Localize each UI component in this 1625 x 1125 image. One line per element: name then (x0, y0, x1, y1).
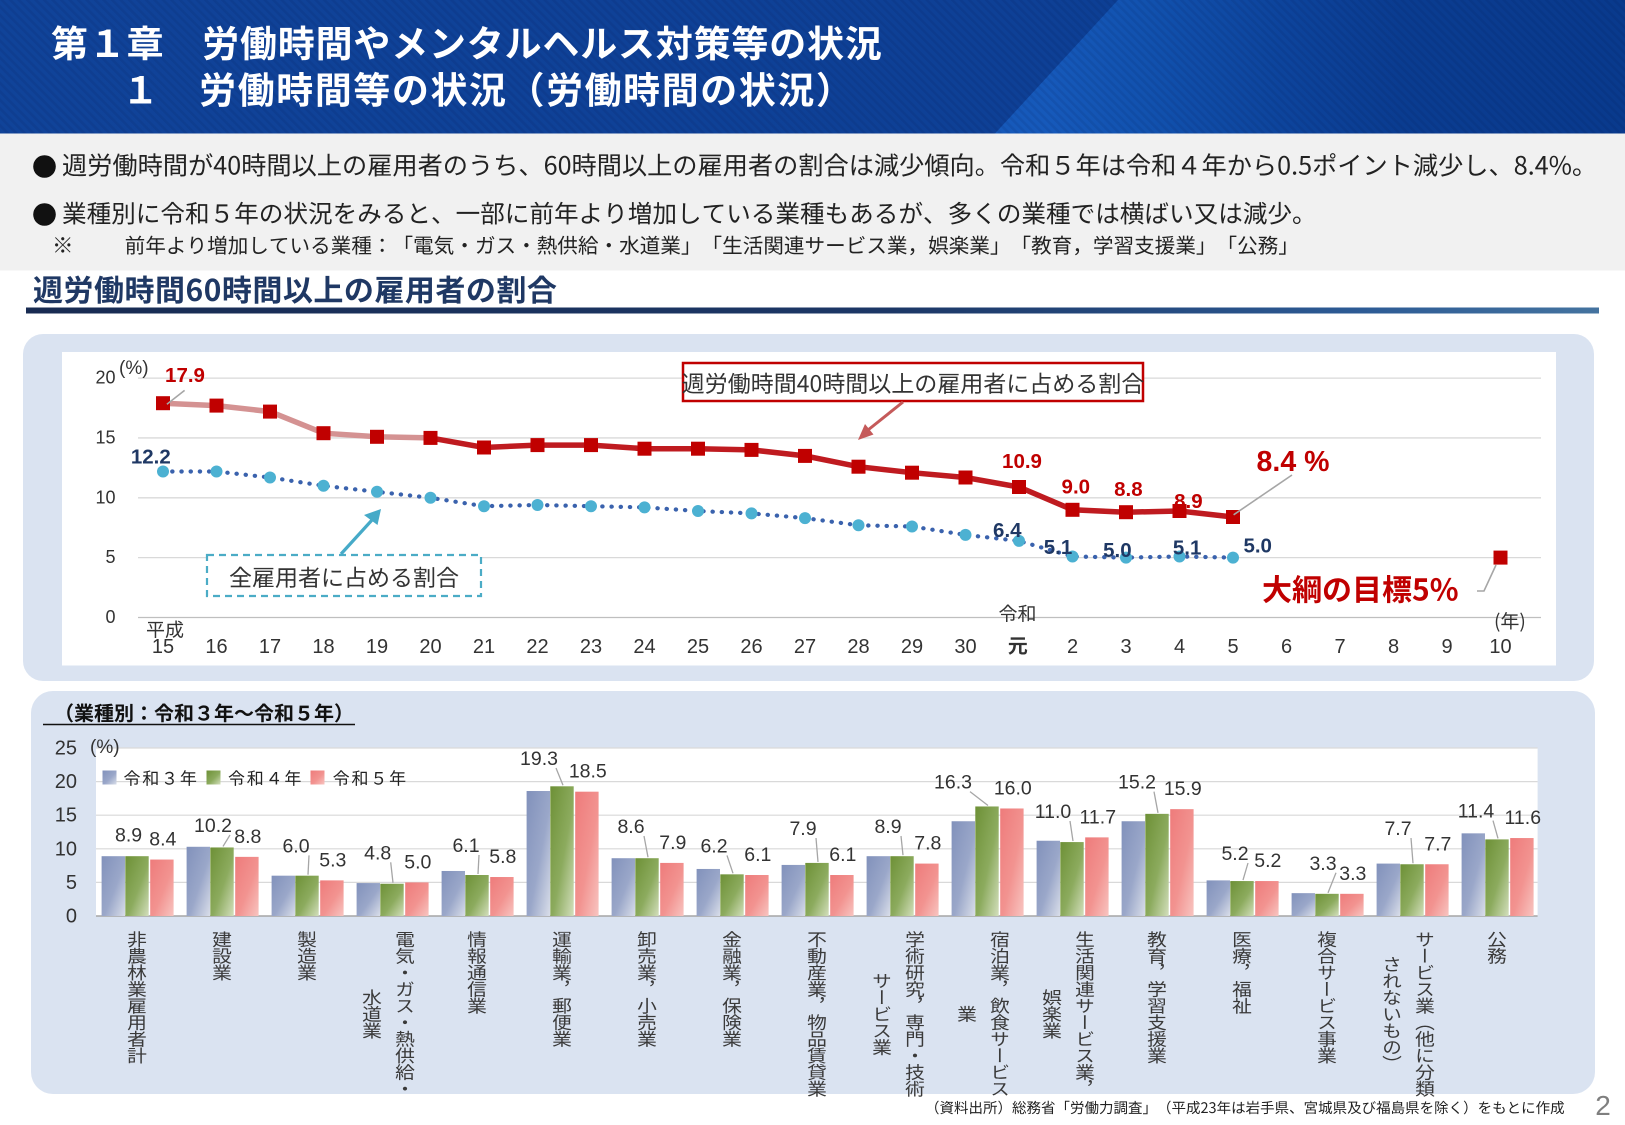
svg-text:5: 5 (66, 872, 77, 894)
svg-text:26: 26 (740, 636, 762, 658)
svg-text:15.2: 15.2 (1118, 772, 1156, 794)
svg-text:11.4: 11.4 (1458, 801, 1495, 823)
svg-text:10.9: 10.9 (1002, 450, 1042, 473)
svg-text:9.0: 9.0 (1062, 476, 1091, 499)
svg-text:28: 28 (847, 636, 869, 658)
svg-text:6.0: 6.0 (282, 835, 309, 857)
svg-text:16.0: 16.0 (994, 777, 1032, 799)
svg-text:0: 0 (66, 906, 77, 928)
svg-text:10: 10 (55, 838, 77, 860)
svg-text:4.8: 4.8 (364, 842, 391, 864)
svg-text:25: 25 (687, 636, 709, 658)
svg-text:17: 17 (259, 636, 281, 658)
svg-text:(%): (%) (90, 737, 120, 758)
svg-text:10: 10 (95, 487, 115, 507)
svg-text:22: 22 (526, 636, 548, 658)
svg-text:16: 16 (205, 636, 227, 658)
svg-text:24: 24 (633, 636, 655, 658)
svg-text:15: 15 (152, 636, 174, 658)
svg-text:(%): (%) (119, 358, 149, 379)
svg-text:16.3: 16.3 (934, 772, 972, 794)
svg-text:11.6: 11.6 (1505, 807, 1542, 829)
svg-text:23: 23 (580, 636, 602, 658)
svg-text:5.1: 5.1 (1044, 536, 1073, 559)
svg-text:8.8: 8.8 (234, 826, 261, 848)
svg-text:9: 9 (1441, 636, 1452, 658)
svg-text:7.7: 7.7 (1424, 833, 1451, 855)
svg-text:21: 21 (473, 636, 495, 658)
svg-text:18: 18 (312, 636, 334, 658)
svg-text:5.3: 5.3 (319, 849, 346, 871)
svg-text:29: 29 (901, 636, 923, 658)
svg-text:20: 20 (419, 636, 441, 658)
svg-text:8.8: 8.8 (1114, 478, 1143, 501)
svg-text:12.2: 12.2 (131, 446, 171, 469)
svg-text:18.5: 18.5 (569, 761, 607, 783)
svg-text:5: 5 (105, 547, 115, 567)
svg-text:7.9: 7.9 (789, 818, 816, 840)
svg-text:30: 30 (954, 636, 976, 658)
svg-text:2: 2 (1595, 1090, 1611, 1121)
svg-text:3: 3 (1120, 636, 1131, 658)
svg-text:11.0: 11.0 (1035, 801, 1072, 823)
svg-text:20: 20 (55, 771, 77, 793)
svg-text:5.2: 5.2 (1254, 850, 1281, 872)
svg-text:7.8: 7.8 (914, 833, 941, 855)
svg-text:7.9: 7.9 (659, 832, 686, 854)
svg-text:8.9: 8.9 (1174, 490, 1203, 513)
svg-text:15: 15 (55, 805, 77, 827)
svg-text:0: 0 (105, 607, 115, 627)
svg-text:6.1: 6.1 (829, 844, 856, 866)
svg-text:6.4: 6.4 (993, 519, 1022, 542)
svg-text:17.9: 17.9 (165, 364, 205, 387)
svg-text:8.9: 8.9 (874, 816, 901, 838)
svg-text:2: 2 (1067, 636, 1078, 658)
svg-text:5: 5 (1227, 636, 1238, 658)
svg-text:5.0: 5.0 (1103, 539, 1132, 562)
svg-text:10.2: 10.2 (194, 815, 232, 837)
svg-text:25: 25 (55, 738, 77, 760)
svg-text:3.3: 3.3 (1339, 863, 1366, 885)
svg-text:8.4 %: 8.4 % (1257, 446, 1330, 478)
svg-text:20: 20 (95, 368, 115, 388)
svg-text:8.9: 8.9 (115, 825, 142, 847)
svg-text:10: 10 (1489, 636, 1511, 658)
svg-text:6.1: 6.1 (744, 844, 771, 866)
svg-text:15: 15 (95, 427, 115, 447)
svg-text:5.0: 5.0 (1243, 534, 1272, 557)
svg-text:8: 8 (1388, 636, 1399, 658)
svg-text:7: 7 (1334, 636, 1345, 658)
svg-text:5.0: 5.0 (404, 851, 431, 873)
svg-text:5.1: 5.1 (1173, 537, 1202, 560)
svg-text:3.3: 3.3 (1309, 853, 1336, 875)
svg-text:15.9: 15.9 (1164, 778, 1202, 800)
svg-text:5.2: 5.2 (1221, 843, 1248, 865)
svg-text:11.7: 11.7 (1080, 806, 1117, 828)
svg-text:7.7: 7.7 (1384, 818, 1411, 840)
svg-text:6: 6 (1281, 636, 1292, 658)
svg-text:19.3: 19.3 (520, 748, 558, 770)
svg-text:6.2: 6.2 (700, 835, 727, 857)
svg-text:8.6: 8.6 (617, 816, 644, 838)
svg-text:19: 19 (366, 636, 388, 658)
svg-text:5.8: 5.8 (489, 846, 516, 868)
svg-text:6.1: 6.1 (452, 835, 479, 857)
svg-text:4: 4 (1174, 636, 1185, 658)
svg-text:8.4: 8.4 (149, 829, 176, 851)
svg-text:27: 27 (794, 636, 816, 658)
